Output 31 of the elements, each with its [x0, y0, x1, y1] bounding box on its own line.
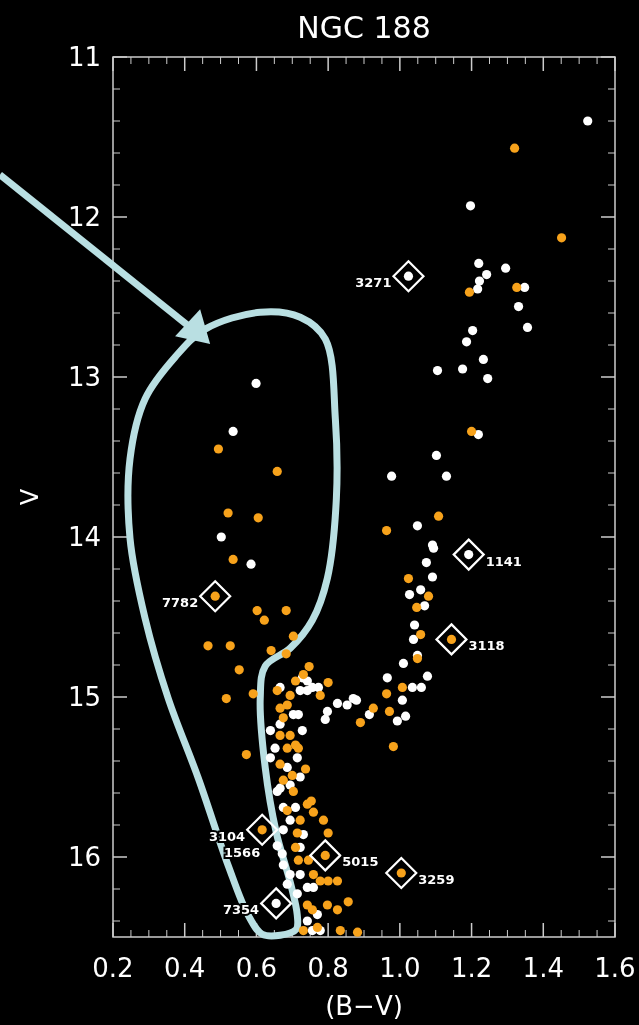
- point: [260, 887, 293, 920]
- y-tick-label: 11: [67, 42, 101, 72]
- point: [452, 538, 485, 571]
- point: [309, 839, 342, 872]
- x-axis-title: (B−V): [325, 991, 403, 1021]
- annotation: 3271: [355, 275, 392, 291]
- x-tick-label: 0.6: [235, 953, 278, 983]
- point: [199, 580, 232, 613]
- x-tick-label: 1.0: [379, 953, 421, 983]
- y-tick-label: 14: [67, 522, 101, 552]
- y-tick-label: 16: [67, 842, 101, 872]
- x-tick-label: 0.8: [307, 953, 349, 983]
- point: [246, 813, 279, 846]
- annotation: 1141: [485, 553, 522, 569]
- x-tick-label: 0.4: [164, 953, 206, 983]
- y-tick-label: 15: [67, 682, 101, 712]
- chart-title: NGC 188: [297, 10, 431, 45]
- x-tick-label: 1.6: [594, 953, 636, 983]
- point: [435, 623, 468, 656]
- annotation: 3118: [468, 638, 505, 654]
- point: [385, 856, 418, 890]
- y-tick-label: 12: [67, 202, 101, 232]
- annotation: 3259: [418, 872, 455, 887]
- annotation: 7782: [162, 595, 199, 611]
- x-tick-label: 0.2: [92, 953, 134, 983]
- x-tick-label: 1.2: [450, 953, 493, 983]
- annotation: 5015: [342, 854, 379, 870]
- point: [392, 260, 425, 293]
- y-axis-title: V: [16, 488, 44, 506]
- y-tick-label: 13: [67, 362, 101, 392]
- x-tick-label: 1.4: [522, 953, 564, 983]
